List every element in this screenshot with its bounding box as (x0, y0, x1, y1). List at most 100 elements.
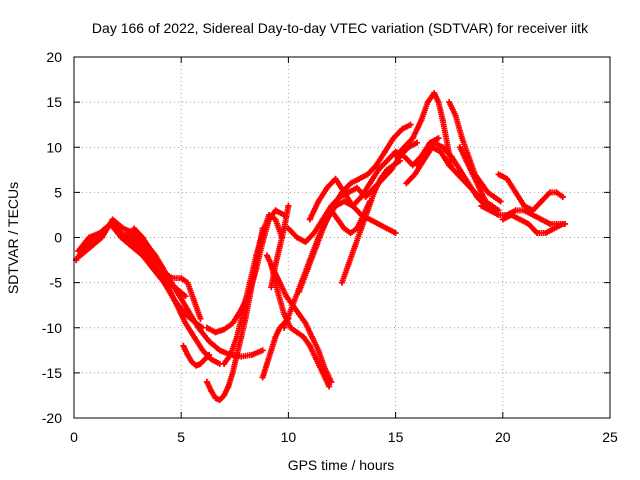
data-point (418, 117, 425, 124)
data-point (203, 324, 210, 331)
data-point (351, 243, 358, 250)
data-point (259, 229, 266, 236)
data-point (403, 180, 410, 187)
data-point (148, 248, 155, 255)
data-point (248, 351, 255, 358)
data-point (319, 369, 326, 376)
data-point (330, 202, 337, 209)
data-point (377, 175, 384, 182)
data-point (341, 189, 348, 196)
data-point (491, 193, 498, 200)
data-point (551, 225, 558, 232)
data-point (456, 166, 463, 173)
data-point (266, 211, 273, 218)
data-point (435, 99, 442, 106)
data-point (516, 216, 523, 223)
data-point (384, 157, 391, 164)
data-point (272, 216, 279, 223)
data-point (98, 234, 105, 241)
data-point (128, 243, 135, 250)
data-point (86, 234, 93, 241)
data-point (169, 275, 176, 282)
series-track-17 (306, 175, 399, 236)
data-point (347, 229, 354, 236)
x-tick-label: 10 (281, 429, 297, 445)
data-point (399, 126, 406, 133)
data-point (390, 135, 397, 142)
data-point (182, 320, 189, 327)
data-point (212, 395, 219, 402)
data-point (354, 225, 361, 232)
data-point (437, 148, 444, 155)
data-point (120, 225, 127, 232)
data-point (302, 239, 309, 246)
data-point (77, 252, 84, 259)
data-point (476, 184, 483, 191)
data-point (229, 320, 236, 327)
data-point (276, 243, 283, 250)
data-point (315, 347, 322, 354)
data-point (139, 234, 146, 241)
data-point (489, 202, 496, 209)
data-point (197, 315, 204, 322)
data-point (538, 216, 545, 223)
y-tick-label: -20 (42, 410, 62, 426)
x-tick-label: 5 (177, 429, 185, 445)
data-point (259, 374, 266, 381)
data-point (354, 184, 361, 191)
data-point (366, 180, 373, 187)
data-point (285, 202, 292, 209)
data-point (281, 324, 288, 331)
data-point (118, 234, 125, 241)
data-point (390, 162, 397, 169)
data-point (521, 202, 528, 209)
x-tick-label: 20 (495, 429, 511, 445)
data-point (302, 320, 309, 327)
data-point (328, 207, 335, 214)
data-point (173, 288, 180, 295)
data-point (315, 198, 322, 205)
data-point (444, 139, 451, 146)
data-point (456, 144, 463, 151)
data-point (484, 189, 491, 196)
data-point (360, 211, 367, 218)
data-point (358, 193, 365, 200)
data-point (439, 144, 446, 151)
data-point (212, 329, 219, 336)
data-point (285, 225, 292, 232)
data-point (197, 360, 204, 367)
data-point (321, 220, 328, 227)
data-point (272, 207, 279, 214)
data-point (446, 99, 453, 106)
data-point (512, 189, 519, 196)
x-tick-label: 0 (70, 429, 78, 445)
data-point (195, 324, 202, 331)
data-point (229, 369, 236, 376)
data-point (474, 193, 481, 200)
y-tick-label: -10 (42, 320, 62, 336)
data-point (409, 135, 416, 142)
series-track-23 (446, 99, 504, 205)
data-point (525, 220, 532, 227)
data-point (384, 166, 391, 173)
data-point (495, 211, 502, 218)
data-point (135, 239, 142, 246)
data-point (339, 279, 345, 286)
series-track-25 (478, 202, 568, 227)
data-point (203, 378, 210, 385)
data-point (373, 162, 380, 169)
series-track-06 (180, 342, 213, 369)
data-point (401, 144, 408, 151)
x-tick-label: 15 (388, 429, 404, 445)
data-point (96, 229, 103, 236)
data-point (283, 293, 290, 300)
data-point (448, 153, 455, 160)
axis-ticks: 0 5 10 15 20 25 -20 -15 -10 -5 0 5 10 15 20 (42, 49, 618, 445)
data-point (454, 171, 461, 178)
data-point (227, 351, 234, 358)
data-point (216, 347, 223, 354)
data-point (414, 139, 421, 146)
data-point (184, 351, 191, 358)
data-point (381, 148, 388, 155)
